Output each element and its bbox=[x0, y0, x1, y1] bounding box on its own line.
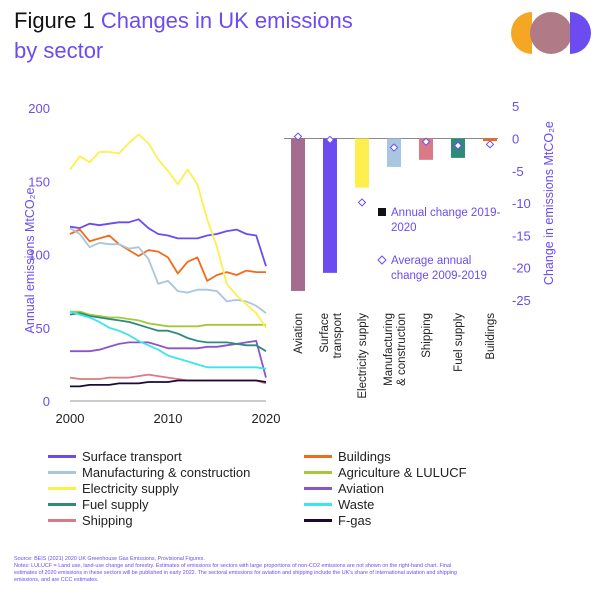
brand-logo bbox=[511, 12, 591, 54]
x-tick-label: 2000 bbox=[56, 411, 85, 426]
y-tick-label: 100 bbox=[28, 248, 50, 263]
bar-category-label: Buildings bbox=[485, 313, 497, 360]
series-line-aviation bbox=[70, 339, 267, 378]
figure-label: Figure 1 bbox=[14, 8, 95, 33]
right-y-tick-label: -10 bbox=[512, 196, 531, 211]
bar-electricity-supply bbox=[355, 138, 369, 188]
series-line-agriculture-lulucf bbox=[70, 310, 266, 328]
legend-label-average: Average annual change 2009-2019 bbox=[391, 255, 487, 282]
y-tick-label: 200 bbox=[28, 101, 50, 116]
right-y-tick-label: -20 bbox=[512, 261, 531, 276]
legend-label: Electricity supply bbox=[82, 480, 179, 496]
legend-item-buildings: Buildings bbox=[304, 448, 391, 464]
notes-line1: Notes: LULUCF = Land use, land-use chang… bbox=[14, 563, 452, 569]
avg-diamond-marker bbox=[421, 137, 431, 146]
avg-diamond-marker bbox=[293, 132, 303, 141]
legend-item-electricity-supply: Electricity supply bbox=[48, 480, 179, 496]
legend-swatch bbox=[304, 518, 332, 522]
legend-item-aviation: Aviation bbox=[304, 480, 384, 496]
legend-square-marker bbox=[378, 208, 386, 216]
bar-manufacturing-construction bbox=[387, 138, 401, 167]
bar-category-label: Manufacturing& construction bbox=[383, 313, 408, 386]
bar-category-label: Aviation bbox=[293, 313, 305, 354]
logo-circle-purple bbox=[570, 12, 591, 54]
legend-swatch bbox=[48, 486, 76, 490]
logo-circle-orange bbox=[511, 12, 532, 54]
legend-swatch bbox=[48, 518, 76, 522]
avg-diamond-marker bbox=[325, 135, 335, 144]
legend-label: F-gas bbox=[338, 512, 372, 528]
legend-label: Agriculture & LULUCF bbox=[338, 464, 467, 480]
bar-shipping bbox=[419, 138, 433, 160]
legend-label: Aviation bbox=[338, 480, 385, 496]
legend-swatch bbox=[304, 470, 332, 474]
series-line-manufacturing-construction bbox=[69, 227, 267, 314]
legend-label: Manufacturing & construction bbox=[82, 464, 251, 480]
y-tick-label: 50 bbox=[36, 321, 50, 336]
figure-title: Figure 1 Changes in UK emissions by sect… bbox=[14, 6, 484, 66]
source-note: Source: BEIS (2021) 2020 UK Greenhouse G… bbox=[14, 556, 205, 562]
x-tick-label: 2010 bbox=[154, 411, 183, 426]
legend-swatch bbox=[48, 502, 76, 506]
logo-circle-mauve bbox=[530, 12, 572, 54]
y-axis-label: Annual emissions MtCO₂e bbox=[23, 188, 37, 334]
right-y-tick-label: -25 bbox=[512, 293, 531, 308]
legend-item-f-gas: F-gas bbox=[304, 512, 371, 528]
y-tick-label: 0 bbox=[43, 394, 50, 409]
legend-item-manufacturing-construction: Manufacturing & construction bbox=[48, 464, 250, 480]
series-line-electricity-supply bbox=[69, 133, 267, 329]
title-line1: Changes in UK emissions bbox=[100, 8, 353, 33]
legend-label: Fuel supply bbox=[82, 496, 149, 512]
right-y-tick-label: -15 bbox=[512, 228, 531, 243]
legend-item-agriculture-lulucf: Agriculture & LULUCF bbox=[304, 464, 467, 480]
series-line-surface-transport bbox=[69, 218, 267, 267]
legend-swatch bbox=[304, 486, 332, 490]
bar-category-label: Electricity supply bbox=[357, 313, 369, 399]
legend-label-annual: Annual change 2019-2020 bbox=[391, 207, 501, 234]
avg-diamond-marker bbox=[357, 198, 367, 207]
bar-category-label: Shipping bbox=[421, 313, 433, 358]
avg-diamond-marker bbox=[389, 143, 399, 152]
legend-label: Surface transport bbox=[82, 448, 182, 464]
bar-category-label: Surfacetransport bbox=[319, 312, 344, 358]
right-y-axis-label: Change in emissions MtCO₂e bbox=[542, 121, 556, 285]
legend-item-shipping: Shipping bbox=[48, 512, 133, 528]
legend-label: Buildings bbox=[338, 448, 391, 464]
legend-label: Shipping bbox=[82, 512, 133, 528]
legend-swatch bbox=[304, 454, 332, 458]
notes-line2: estimates of 2020 emissions in these sec… bbox=[14, 570, 457, 576]
notes: Source: BEIS (2021) 2020 UK Greenhouse G… bbox=[14, 556, 589, 584]
legend-swatch bbox=[304, 502, 332, 506]
bar-surface-transport bbox=[323, 138, 337, 273]
right-y-tick-label: 0 bbox=[512, 132, 519, 147]
legend-diamond-marker bbox=[377, 255, 387, 265]
bar-category-label: Fuel supply bbox=[453, 313, 465, 372]
legend-item-surface-transport: Surface transport bbox=[48, 448, 182, 464]
series-line-waste bbox=[69, 310, 267, 370]
series-line-fuel-supply bbox=[69, 312, 267, 352]
avg-diamond-marker bbox=[485, 140, 495, 149]
line-chart-legend: Surface transport Buildings Manufacturing … bbox=[48, 448, 568, 538]
bar-buildings bbox=[483, 138, 497, 142]
x-tick-label: 2020 bbox=[252, 411, 281, 426]
bar-aviation bbox=[291, 138, 305, 291]
avg-diamond-marker bbox=[453, 141, 463, 150]
legend-swatch bbox=[48, 470, 76, 474]
title-line2: by sector bbox=[14, 38, 104, 63]
y-tick-label: 150 bbox=[28, 174, 50, 189]
legend-swatch bbox=[48, 454, 76, 458]
legend-label: Waste bbox=[338, 496, 375, 512]
right-y-tick-label: 5 bbox=[512, 99, 519, 114]
notes-line3: emissions, and are CCC estimates. bbox=[14, 577, 99, 583]
right-y-tick-label: -5 bbox=[512, 164, 524, 179]
legend-item-waste: Waste bbox=[304, 496, 374, 512]
series-line-buildings bbox=[69, 228, 266, 282]
legend-item-fuel-supply: Fuel supply bbox=[48, 496, 148, 512]
series-line-f-gas bbox=[70, 379, 267, 388]
